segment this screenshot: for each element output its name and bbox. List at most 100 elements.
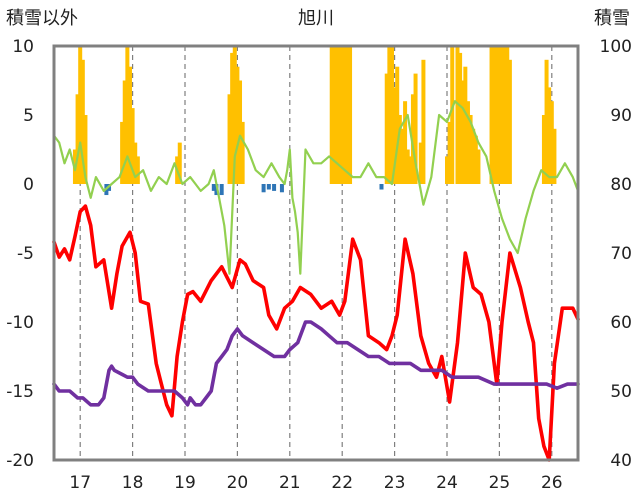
bar-3-15 bbox=[230, 52, 235, 185]
x-tick-label: 19 bbox=[174, 473, 196, 493]
bar-3-36 bbox=[405, 149, 410, 184]
bar-4-4 bbox=[219, 184, 224, 196]
bar-3-25 bbox=[342, 46, 347, 184]
bar-3-13 bbox=[177, 142, 182, 184]
bar-3-32 bbox=[395, 66, 400, 184]
bar-3-27 bbox=[348, 46, 353, 184]
left-y-tick-label: -5 bbox=[17, 244, 34, 264]
left-y-tick-label: -10 bbox=[6, 313, 34, 333]
bar-3-3 bbox=[80, 59, 85, 184]
line-series bbox=[52, 100, 580, 462]
x-tick-label: 20 bbox=[227, 473, 249, 493]
bar-3-42 bbox=[445, 156, 449, 184]
x-tick-label: 21 bbox=[279, 473, 301, 493]
bar-3-2 bbox=[78, 46, 83, 184]
series-line-2 bbox=[52, 320, 580, 407]
bar-3-51 bbox=[471, 128, 476, 184]
bar-3-18 bbox=[238, 80, 243, 184]
right-y-tick-label: 80 bbox=[610, 175, 632, 195]
bar-3-5 bbox=[120, 121, 125, 184]
bar-4-6 bbox=[266, 184, 271, 190]
bar-3-37 bbox=[408, 156, 413, 184]
bar-3-1 bbox=[75, 94, 80, 184]
left-axis-label: 積雪以外 bbox=[6, 8, 78, 29]
left-y-tick-label: -20 bbox=[6, 451, 34, 471]
bar-3-52 bbox=[473, 135, 478, 184]
bar-3-26 bbox=[345, 46, 350, 184]
bar-3-41 bbox=[421, 59, 426, 184]
bar-3-48 bbox=[463, 66, 468, 184]
right-y-tick-label: 50 bbox=[610, 382, 632, 402]
right-axis-label: 積雪 bbox=[594, 8, 630, 29]
bar-3-7 bbox=[125, 46, 130, 184]
bar-3-55 bbox=[492, 46, 497, 184]
x-gridlines bbox=[79, 46, 553, 460]
bar-3-21 bbox=[332, 46, 337, 184]
bar-4-5 bbox=[261, 184, 266, 193]
bar-3-28 bbox=[384, 73, 389, 184]
left-y-tick-label: 0 bbox=[23, 175, 34, 195]
bar-3-23 bbox=[337, 46, 342, 184]
bar-3-62 bbox=[541, 115, 546, 184]
bar-3-20 bbox=[329, 46, 334, 184]
bar-3-60 bbox=[505, 46, 510, 184]
bar-3-50 bbox=[468, 115, 473, 184]
bar-4-8 bbox=[279, 184, 284, 193]
x-tick-label: 26 bbox=[541, 473, 563, 493]
bar-4-2 bbox=[211, 184, 216, 191]
bar-3-54 bbox=[489, 46, 494, 184]
x-tick-label: 24 bbox=[436, 473, 458, 493]
bar-3-30 bbox=[389, 46, 394, 184]
x-tick-label: 25 bbox=[489, 473, 511, 493]
bar-3-56 bbox=[494, 46, 499, 184]
left-y-tick-label: 10 bbox=[12, 37, 34, 57]
bar-3-6 bbox=[122, 80, 127, 184]
right-y-tick-label: 70 bbox=[610, 244, 632, 264]
bar-3-8 bbox=[127, 66, 132, 184]
x-tick-label: 22 bbox=[331, 473, 353, 493]
bar-3-10 bbox=[133, 142, 138, 184]
right-y-tick-label: 100 bbox=[600, 37, 632, 57]
left-y-tick-label: -15 bbox=[6, 382, 34, 402]
tick-labels: 17 18 19 20 21 22 23 24 25 261050-5-10-15-2010090… bbox=[6, 37, 632, 493]
plot-area-frame bbox=[52, 44, 580, 462]
left-y-tick-label: 5 bbox=[23, 106, 34, 126]
x-tick-label: 18 bbox=[122, 473, 144, 493]
bar-3-38 bbox=[410, 94, 415, 184]
bar-3-40 bbox=[418, 142, 423, 184]
series-line-0 bbox=[52, 204, 580, 462]
bar-3-22 bbox=[334, 46, 339, 184]
bar-3-65 bbox=[549, 101, 554, 184]
bar-3-24 bbox=[340, 46, 345, 184]
bar-3-53 bbox=[476, 149, 481, 184]
bar-3-66 bbox=[552, 128, 557, 184]
bar-3-11 bbox=[135, 156, 140, 184]
bar-3-59 bbox=[502, 46, 507, 184]
bar-3-9 bbox=[130, 108, 135, 184]
bar-marks bbox=[72, 46, 557, 196]
bar-3-19 bbox=[240, 121, 245, 184]
bar-3-45 bbox=[455, 46, 460, 184]
bar-3-39 bbox=[413, 73, 418, 184]
bar-3-63 bbox=[544, 59, 549, 184]
right-y-tick-label: 90 bbox=[610, 106, 632, 126]
x-tick-label: 17 bbox=[69, 473, 91, 493]
chart-title: 旭川 bbox=[298, 8, 334, 29]
bar-3-16 bbox=[232, 46, 237, 184]
x-tick-label: 23 bbox=[384, 473, 406, 493]
bar-3-34 bbox=[400, 128, 405, 184]
bar-3-35 bbox=[403, 101, 408, 184]
bar-3-57 bbox=[497, 46, 502, 184]
bar-3-58 bbox=[500, 46, 505, 184]
bar-3-31 bbox=[392, 87, 397, 184]
bar-3-47 bbox=[460, 80, 465, 184]
bar-4-7 bbox=[272, 184, 277, 191]
bar-3-44 bbox=[450, 46, 455, 184]
bar-3-29 bbox=[387, 46, 392, 184]
bar-3-49 bbox=[465, 101, 470, 184]
bar-3-33 bbox=[397, 115, 402, 184]
series-line-1 bbox=[52, 100, 580, 275]
bar-3-64 bbox=[547, 87, 552, 184]
bar-3-43 bbox=[447, 121, 452, 184]
